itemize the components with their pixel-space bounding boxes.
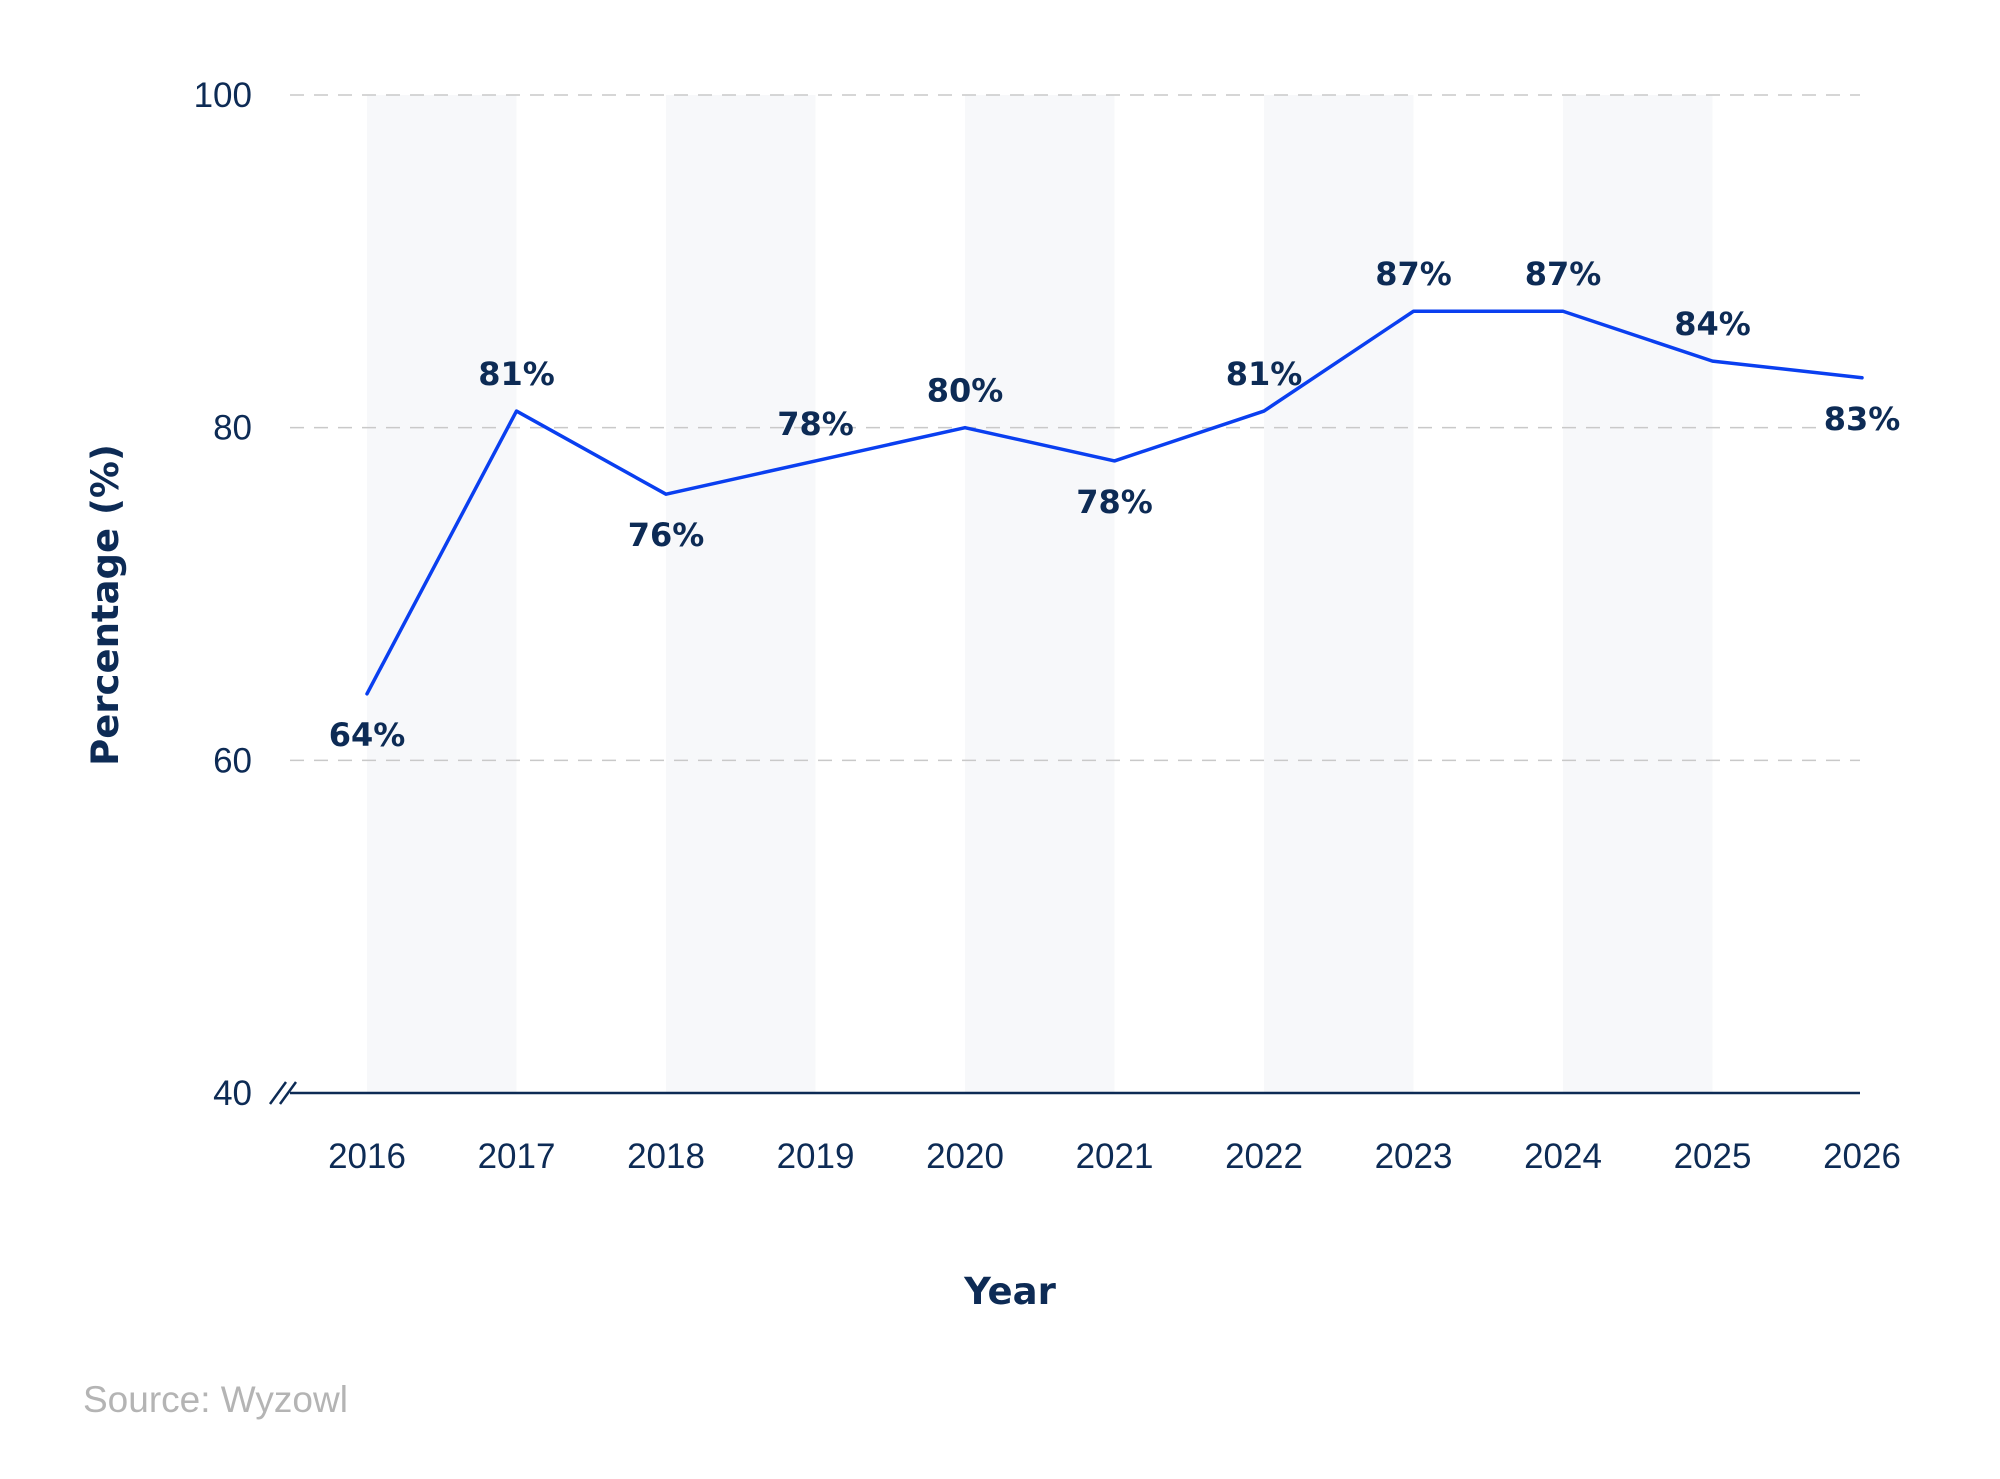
- y-tick-label: 80: [213, 409, 252, 448]
- data-label: 81%: [1226, 355, 1303, 393]
- gridlines: [290, 94, 1860, 762]
- data-label: 80%: [927, 372, 1004, 410]
- y-tick-label: 40: [213, 1074, 252, 1113]
- data-labels: 64% 81% 76% 78% 80% 78% 81% 87% 87% 84% 83%: [329, 255, 1901, 754]
- column-bands: [367, 95, 1713, 1093]
- column-band: [1264, 95, 1414, 1093]
- data-label: 76%: [628, 516, 705, 554]
- x-tick-label: 2026: [1823, 1137, 1901, 1176]
- x-tick-label: 2018: [627, 1137, 705, 1176]
- column-band: [965, 95, 1115, 1093]
- y-tick-labels: 40 60 80 100: [194, 76, 252, 1113]
- column-band: [666, 95, 816, 1093]
- data-label: 84%: [1674, 305, 1751, 343]
- data-label: 78%: [777, 405, 854, 443]
- x-tick-label: 2016: [328, 1137, 406, 1176]
- x-tick-label: 2024: [1524, 1137, 1602, 1176]
- x-tick-labels: 2016 2017 2018 2019 2020 2021 2022 2023 2024 2025…: [328, 1137, 1901, 1176]
- data-label: 78%: [1076, 483, 1153, 521]
- x-axis-title: Year: [963, 1270, 1056, 1313]
- column-band: [1563, 95, 1713, 1093]
- x-tick-label: 2020: [926, 1137, 1004, 1176]
- data-label: 83%: [1824, 400, 1901, 438]
- x-tick-label: 2021: [1076, 1137, 1154, 1176]
- source-note: Source: Wyzowl: [83, 1379, 348, 1420]
- axis-break-mark: [278, 1081, 298, 1105]
- x-tick-label: 2025: [1674, 1137, 1752, 1176]
- data-label: 87%: [1525, 255, 1602, 293]
- x-tick-label: 2023: [1375, 1137, 1453, 1176]
- x-axis: [268, 1081, 1860, 1105]
- series-line-group: [365, 309, 1864, 696]
- y-tick-label: 60: [213, 741, 252, 780]
- column-band: [367, 95, 517, 1093]
- x-tick-label: 2017: [478, 1137, 556, 1176]
- data-label: 81%: [478, 355, 555, 393]
- y-axis-title: Percentage (%): [84, 444, 127, 766]
- data-label: 64%: [329, 716, 406, 754]
- x-tick-label: 2022: [1225, 1137, 1303, 1176]
- y-tick-label: 100: [194, 76, 252, 115]
- series-line: [365, 309, 1864, 696]
- x-tick-label: 2019: [777, 1137, 855, 1176]
- data-label: 87%: [1375, 255, 1452, 293]
- axis-break-mark: [268, 1081, 288, 1105]
